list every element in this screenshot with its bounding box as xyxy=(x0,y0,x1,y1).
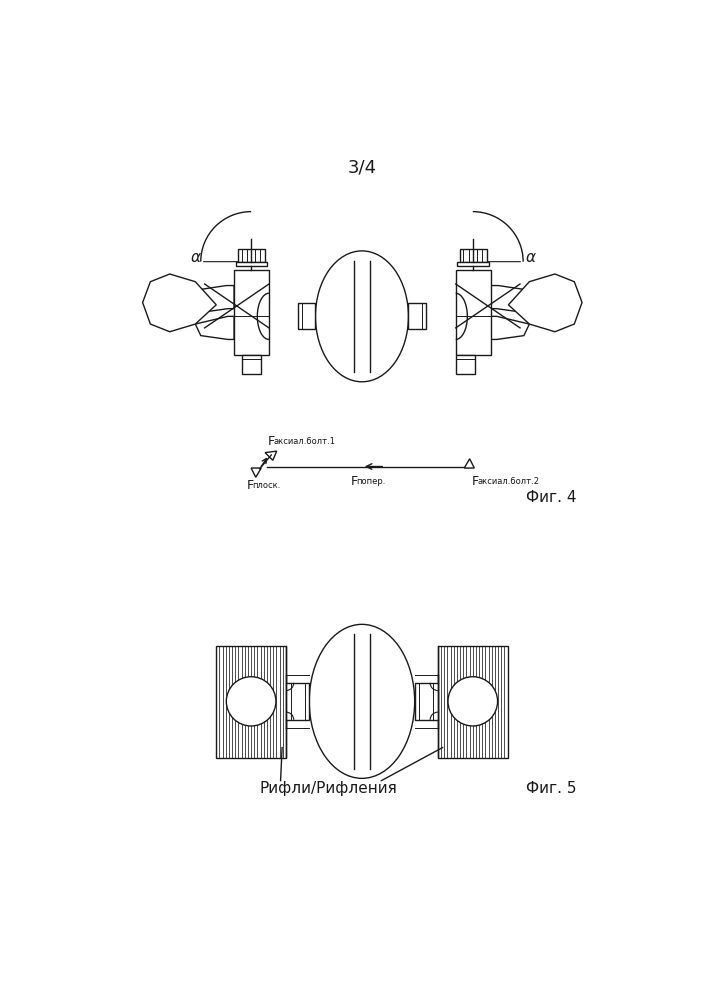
Bar xyxy=(414,683,438,720)
Text: попер.: попер. xyxy=(356,477,385,486)
Text: аксиал.болт.2: аксиал.болт.2 xyxy=(477,477,539,486)
Bar xyxy=(460,249,486,262)
Text: Фиг. 5: Фиг. 5 xyxy=(526,781,577,796)
Circle shape xyxy=(448,677,498,726)
Polygon shape xyxy=(265,451,276,460)
Bar xyxy=(409,303,426,329)
Text: F: F xyxy=(351,475,358,488)
Text: α: α xyxy=(525,250,535,265)
Text: F: F xyxy=(268,435,275,448)
Polygon shape xyxy=(464,459,474,468)
Bar xyxy=(235,262,267,266)
Polygon shape xyxy=(195,286,234,312)
Bar xyxy=(216,646,286,758)
Polygon shape xyxy=(143,274,216,332)
Bar xyxy=(457,262,489,266)
Bar xyxy=(286,683,309,720)
Text: плоск.: плоск. xyxy=(252,481,280,490)
Polygon shape xyxy=(491,316,530,339)
Polygon shape xyxy=(195,316,234,339)
Circle shape xyxy=(226,677,276,726)
Text: Рифли/Рифления: Рифли/Рифления xyxy=(259,781,397,796)
Bar xyxy=(242,355,261,374)
Bar xyxy=(438,646,508,758)
Bar xyxy=(298,303,315,329)
Polygon shape xyxy=(251,468,261,477)
Bar xyxy=(456,355,475,374)
Bar xyxy=(234,270,269,355)
Text: F: F xyxy=(247,479,254,492)
Text: α: α xyxy=(190,250,200,265)
Text: Фиг. 4: Фиг. 4 xyxy=(526,490,577,505)
Polygon shape xyxy=(508,274,582,332)
Bar xyxy=(238,249,265,262)
Text: 3/4: 3/4 xyxy=(347,159,377,177)
Bar xyxy=(456,270,491,355)
Text: F: F xyxy=(472,475,479,488)
Ellipse shape xyxy=(315,251,409,382)
Ellipse shape xyxy=(309,624,414,778)
Text: аксиал.болт.1: аксиал.болт.1 xyxy=(274,437,336,446)
Polygon shape xyxy=(491,286,530,312)
